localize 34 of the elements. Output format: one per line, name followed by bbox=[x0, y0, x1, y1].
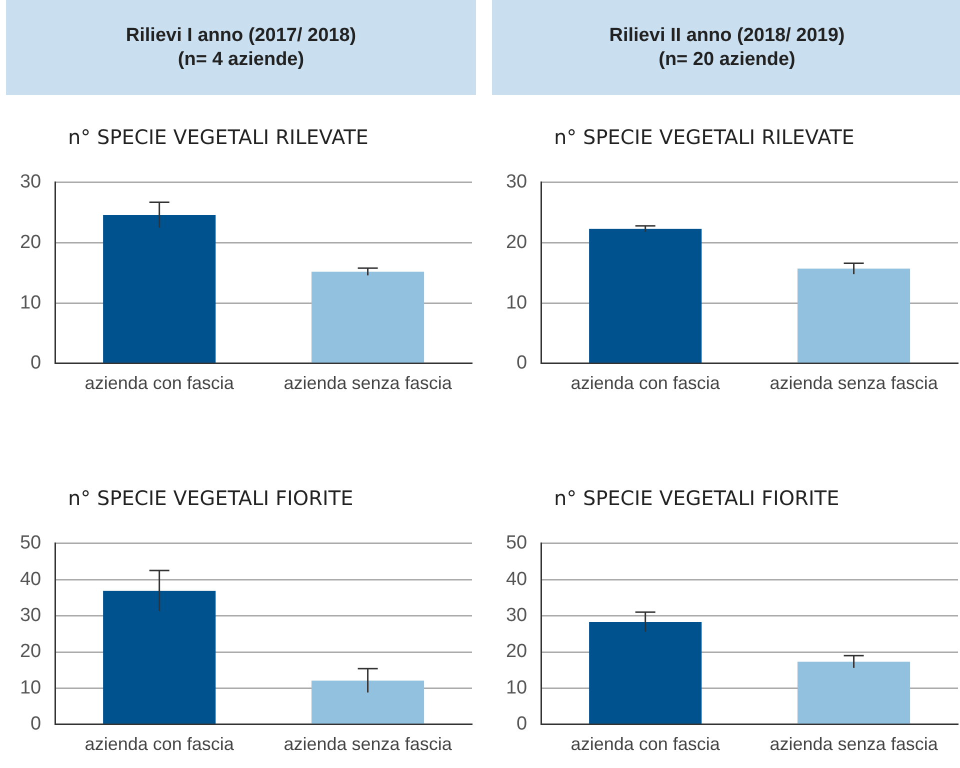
x-tick-label: azienda con fascia bbox=[570, 734, 721, 754]
y-tick-label: 30 bbox=[20, 605, 42, 626]
y-tick-label: 50 bbox=[506, 532, 528, 554]
y-tick-label: 30 bbox=[20, 172, 42, 193]
chart-subtitle: Rilievi I anno (2017/ 2018) (n= 4 aziende) bbox=[6, 0, 476, 95]
y-tick-label: 40 bbox=[506, 568, 528, 590]
y-tick-label: 20 bbox=[20, 641, 42, 662]
y-tick-label: 10 bbox=[20, 677, 42, 698]
y-tick-label: 50 bbox=[20, 532, 42, 554]
y-tick-label: 30 bbox=[506, 172, 528, 193]
x-tick-label: azienda senza fascia bbox=[284, 373, 453, 394]
chart-subtitle: Rilievi II anno (2018/ 2019) (n= 20 aziende) bbox=[492, 0, 960, 95]
x-tick-label: azienda con fascia bbox=[84, 373, 235, 394]
y-tick-label: 30 bbox=[506, 605, 528, 626]
x-tick-label: azienda senza fascia bbox=[284, 734, 453, 754]
x-tick-label: azienda con fascia bbox=[570, 373, 721, 394]
y-tick-label: 20 bbox=[506, 232, 528, 253]
y-tick-label: 10 bbox=[20, 292, 42, 314]
y-tick-label: 10 bbox=[506, 677, 528, 698]
chart-title: n° SPECIE VEGETALI RILEVATE bbox=[553, 124, 856, 151]
x-tick-label: azienda senza fascia bbox=[770, 373, 939, 394]
y-tick-label: 0 bbox=[30, 352, 42, 374]
x-tick-label: azienda con fascia bbox=[84, 734, 235, 754]
y-tick-label: 20 bbox=[506, 641, 528, 662]
y-tick-label: 0 bbox=[30, 714, 42, 735]
chart-title: n° SPECIE VEGETALI FIORITE bbox=[67, 485, 354, 512]
y-tick-label: 0 bbox=[516, 352, 528, 374]
y-tick-label: 10 bbox=[506, 292, 528, 314]
x-tick-label: azienda senza fascia bbox=[770, 734, 939, 754]
y-tick-label: 20 bbox=[20, 232, 42, 253]
chart-title: n° SPECIE VEGETALI FIORITE bbox=[553, 485, 840, 512]
y-tick-label: 40 bbox=[20, 568, 42, 590]
chart-title: n° SPECIE VEGETALI RILEVATE bbox=[67, 124, 370, 151]
y-tick-label: 0 bbox=[516, 714, 528, 735]
